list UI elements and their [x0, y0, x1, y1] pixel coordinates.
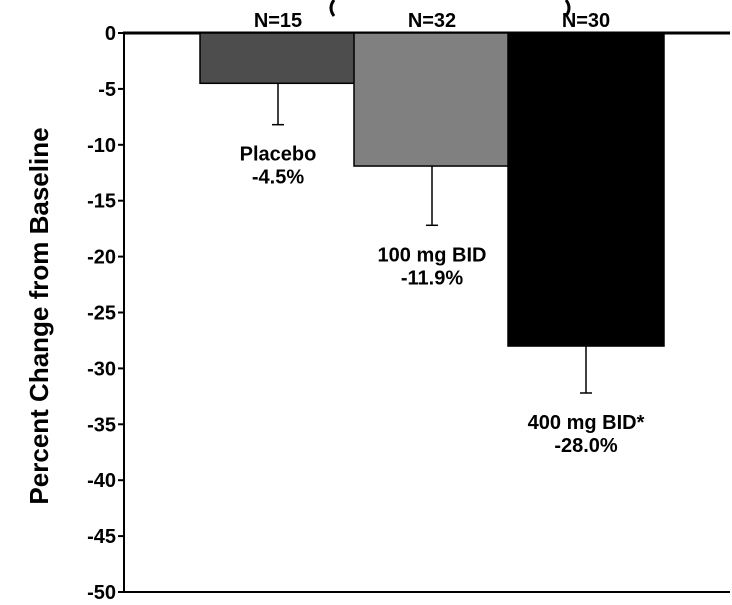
- category-label-1: 100 mg BID: [378, 244, 487, 266]
- y-axis-label: Percent Change from Baseline: [24, 127, 54, 504]
- y-tick-label: -35: [87, 414, 116, 436]
- y-tick-label: -5: [98, 79, 116, 101]
- n-label-2: N=30: [562, 10, 610, 32]
- cropped-title-fragment-right: [564, 0, 571, 17]
- y-tick-label: -30: [87, 358, 116, 380]
- labels-group: N=15 Placebo-4.5% N=32 100 mg BID-11.9% N=30…: [240, 10, 645, 457]
- value-label-1: -11.9%: [401, 267, 463, 289]
- bar-2: [507, 32, 665, 347]
- n-label-1: N=32: [408, 10, 456, 32]
- cropped-title-fragment-left: [329, 0, 336, 17]
- y-tick-label: -20: [87, 247, 116, 269]
- value-label-0: -4.5%: [252, 167, 304, 189]
- bars-group: [199, 32, 665, 394]
- category-label-2: 400 mg BID*: [528, 412, 645, 434]
- y-tick-label: 0: [105, 23, 116, 45]
- y-tick-label: -10: [87, 135, 116, 157]
- y-tick-label: -45: [87, 526, 116, 548]
- category-label-0: Placebo: [240, 144, 317, 166]
- y-tick-label: -25: [87, 303, 116, 325]
- bar-1: [353, 32, 511, 167]
- value-label-2: -28.0%: [554, 435, 618, 457]
- n-label-0: N=15: [254, 10, 302, 32]
- y-tick-label: -50: [87, 582, 116, 604]
- y-tick-label: -15: [87, 191, 116, 213]
- bar-0: [199, 32, 357, 85]
- y-tick-label: -40: [87, 470, 116, 492]
